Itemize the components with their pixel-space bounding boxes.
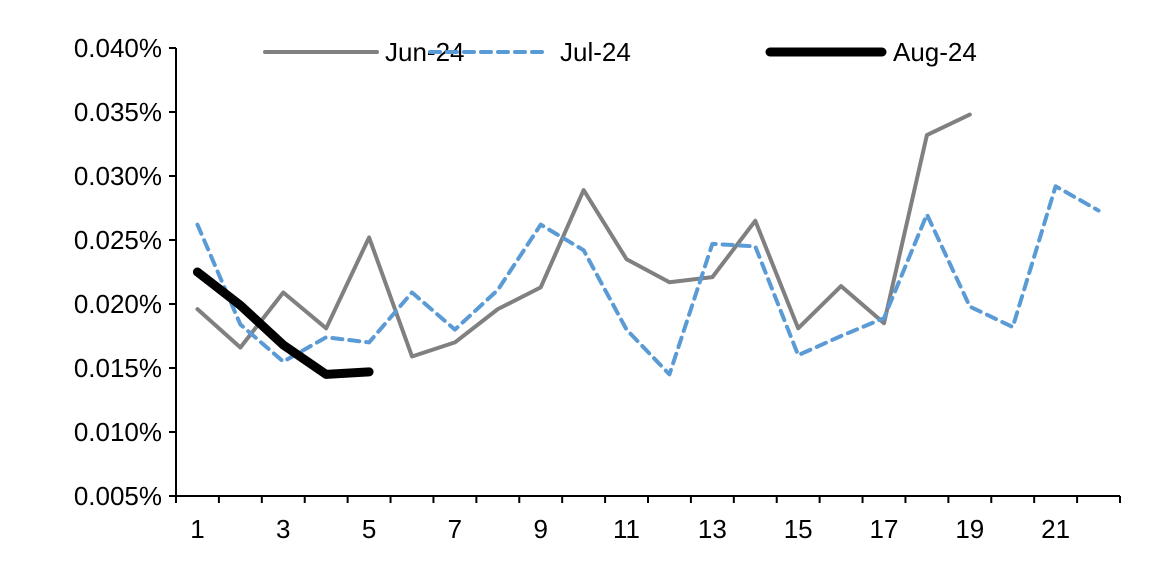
y-tick-label: 0.015% (74, 353, 162, 383)
series-line-jul-24 (197, 186, 1098, 374)
x-tick-label: 13 (698, 514, 727, 544)
x-tick-label: 17 (870, 514, 899, 544)
x-tick-label: 7 (448, 514, 462, 544)
x-tick-label: 5 (362, 514, 376, 544)
x-tick-label: 21 (1041, 514, 1070, 544)
y-tick-label: 0.020% (74, 289, 162, 319)
x-tick-label: 15 (784, 514, 813, 544)
y-tick-label: 0.030% (74, 161, 162, 191)
x-tick-label: 19 (955, 514, 984, 544)
axes: 0.005% 0.010% 0.015% 0.020% 0.025% 0.030% 0.03… (74, 33, 1120, 544)
y-tick-label: 0.040% (74, 33, 162, 63)
series-lines (197, 114, 1098, 374)
x-tick-label: 11 (613, 514, 640, 544)
x-tick-label: 9 (533, 514, 547, 544)
y-tick-label: 0.035% (74, 97, 162, 127)
legend-label: Jul-24 (560, 37, 631, 67)
x-tick-label: 3 (276, 514, 290, 544)
y-tick-label: 0.010% (74, 417, 162, 447)
series-line-jun-24 (197, 115, 969, 357)
legend-label: Aug-24 (893, 37, 977, 67)
y-tick-label: 0.005% (74, 481, 162, 511)
x-tick-label: 1 (190, 514, 204, 544)
y-tick-label: 0.025% (74, 225, 162, 255)
